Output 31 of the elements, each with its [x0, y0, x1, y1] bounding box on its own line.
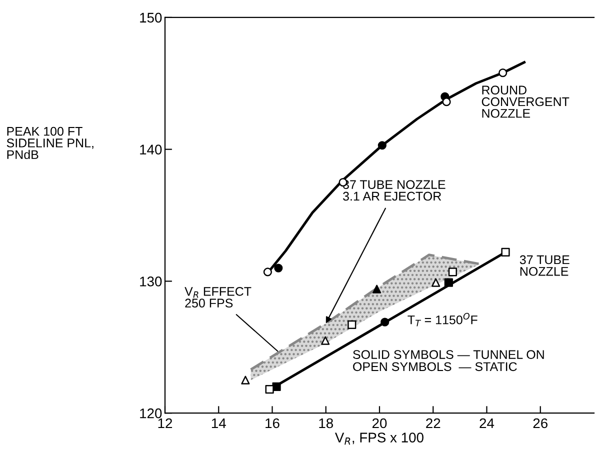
- x-tick-label: 16: [266, 418, 280, 428]
- x-tick-label: 26: [533, 418, 548, 428]
- y-tick-label: 150: [140, 12, 162, 23]
- series-label: ROUND CONVERGENT NOZZLE: [482, 86, 570, 118]
- point: [444, 278, 453, 287]
- point: [432, 278, 440, 287]
- x-tick-label: 22: [426, 418, 440, 428]
- point: [448, 268, 457, 276]
- x-tick-label: 12: [158, 418, 172, 428]
- y-axis-title: PEAK 100 FT SIDELINE PNL, PNdB: [6, 126, 94, 160]
- x-tick-label: 24: [480, 418, 494, 428]
- annotation: V$_{R}$ EFFECT 250 FPS: [184, 286, 252, 308]
- point: [498, 68, 508, 78]
- y-tick-label: 120: [140, 408, 162, 418]
- point: [380, 318, 390, 326]
- point: [378, 141, 386, 150]
- x-tick-label: 14: [212, 418, 226, 428]
- annotation: SOLID SYMBOLS — TUNNEL ON OPEN SYMBOLS — STATIC: [353, 350, 544, 372]
- x-tick-label: 20: [372, 418, 387, 428]
- point: [265, 385, 274, 394]
- point: [348, 320, 356, 330]
- y-tick-label: 140: [140, 144, 162, 154]
- point: [372, 284, 382, 294]
- y-tick-label: 130: [140, 276, 162, 286]
- x-tick-label: 18: [319, 418, 333, 428]
- point: [321, 336, 330, 345]
- point: [501, 248, 510, 256]
- point: [274, 264, 283, 272]
- series-label: 37 TUBE NOZZLE: [520, 255, 570, 276]
- x-axis-title: V$_{R}$, FPS x 100: [334, 432, 424, 445]
- annotation: T$_{T}$ = 1150$^{O}$F: [408, 312, 478, 326]
